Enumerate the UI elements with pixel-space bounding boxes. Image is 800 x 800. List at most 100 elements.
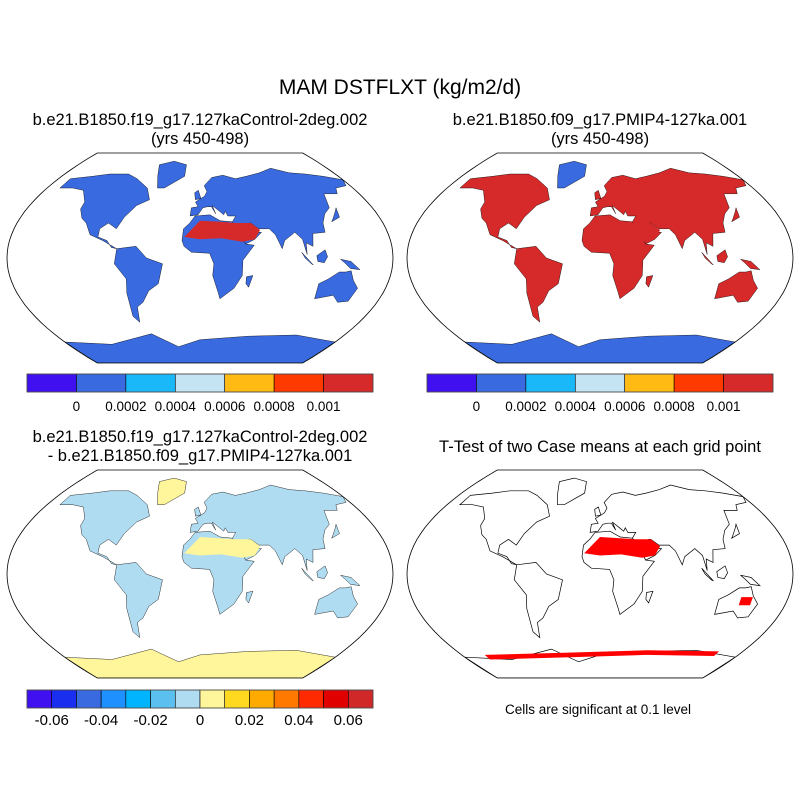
colorbar-tick-label: 0.001 bbox=[707, 399, 741, 414]
continent-antarctica bbox=[64, 648, 336, 678]
continent-north-america bbox=[59, 173, 150, 249]
colorbar-swatch bbox=[298, 689, 324, 709]
colorbar-swatch bbox=[224, 689, 250, 709]
title-line: b.e21.B1850.f09_g17.PMIP4-127ka.001 bbox=[452, 111, 748, 129]
colorbar-swatch bbox=[273, 373, 324, 393]
colorbar-swatch bbox=[347, 689, 374, 709]
continent-sumatra bbox=[701, 567, 714, 582]
dust-hotspot-region bbox=[184, 220, 261, 242]
continent-greenland bbox=[557, 160, 587, 189]
colorbar-swatch bbox=[125, 689, 151, 709]
colorbar-swatch bbox=[273, 689, 300, 709]
continent-north-america bbox=[458, 490, 550, 566]
colorbar-swatch bbox=[26, 689, 53, 709]
map-diff bbox=[6, 469, 394, 679]
colorbar-swatch bbox=[525, 373, 576, 393]
colorbar-tick-label: 0.02 bbox=[235, 712, 264, 729]
colorbar-tick-label: 0.0002 bbox=[505, 399, 546, 414]
title-line: (yrs 450-498) bbox=[550, 130, 650, 148]
panel-title-ttest: T-Test of two Case means at each grid po… bbox=[400, 438, 800, 457]
continent-new-guinea bbox=[340, 575, 361, 586]
continent-borneo bbox=[716, 565, 728, 579]
continent-antarctica bbox=[464, 333, 736, 363]
title-line: b.e21.B1850.f19_g17.127kaControl-2deg.00… bbox=[32, 428, 368, 446]
continent-south-america bbox=[514, 246, 563, 323]
title-line: (yrs 450-498) bbox=[150, 130, 250, 148]
dust-hotspot-region bbox=[184, 537, 261, 558]
case1-colorbar: 0 0.0002 0.0004 0.0006 0.0008 0.001 bbox=[26, 373, 374, 414]
colorbar-tick-label: 0.0008 bbox=[253, 399, 294, 414]
title-line: - b.e21.B1850.f09_g17.PMIP4-127ka.001 bbox=[47, 447, 353, 465]
continent-australia bbox=[714, 586, 759, 619]
continent-britain bbox=[594, 189, 602, 200]
continent-borneo bbox=[316, 249, 328, 263]
continent-new-guinea bbox=[340, 259, 361, 270]
colorbar-frame bbox=[26, 373, 374, 393]
continent-north-america bbox=[459, 173, 550, 249]
colorbar-tick-label: 0.0006 bbox=[204, 399, 245, 414]
continent-north-america bbox=[59, 490, 150, 565]
map-ttest bbox=[406, 469, 794, 679]
colorbar-swatch bbox=[150, 689, 176, 709]
map-border bbox=[6, 152, 394, 364]
colorbar-tick-label: 0 bbox=[473, 399, 481, 414]
colorbar-swatch bbox=[224, 373, 275, 393]
colorbar-swatch bbox=[323, 689, 349, 709]
colorbar-tick-label: 0.0006 bbox=[604, 399, 645, 414]
continent-new-guinea bbox=[740, 574, 761, 587]
case2-colorbar: 0 0.0002 0.0004 0.0006 0.0008 0.001 bbox=[426, 373, 774, 414]
continent-japan bbox=[331, 523, 340, 539]
continent-sumatra bbox=[701, 252, 714, 266]
continent-madagascar bbox=[645, 590, 654, 604]
figure-title: MAM DSTFLXT (kg/m2/d) bbox=[278, 76, 522, 99]
title-line: T-Test of two Case means at each grid po… bbox=[439, 438, 761, 456]
colorbar-swatch bbox=[100, 689, 127, 709]
map-border bbox=[406, 152, 794, 364]
dust-hotspot-region bbox=[584, 220, 661, 242]
continent-japan bbox=[730, 523, 740, 540]
continent-borneo bbox=[316, 565, 328, 579]
continent-madagascar bbox=[245, 591, 254, 604]
continent-sumatra bbox=[301, 252, 314, 266]
colorbar-swatch bbox=[174, 373, 226, 393]
colorbar-tick-label: 0 bbox=[196, 712, 204, 729]
colorbar-swatch bbox=[125, 373, 176, 393]
colorbar-swatch bbox=[26, 373, 77, 393]
significance-note: Cells are significant at 0.1 level bbox=[504, 702, 692, 717]
panel-title-case1: b.e21.B1850.f19_g17.127kaControl-2deg.00… bbox=[0, 111, 400, 149]
continent-britain bbox=[594, 506, 602, 517]
continent-japan bbox=[331, 207, 340, 223]
continent-greenland bbox=[157, 160, 187, 189]
continent-borneo bbox=[716, 249, 728, 263]
colorbar-tick-label: 0 bbox=[73, 399, 81, 414]
continent-britain bbox=[194, 189, 202, 200]
colorbar-swatch bbox=[476, 373, 527, 393]
colorbar-swatch bbox=[723, 373, 774, 393]
continent-eurasia bbox=[189, 167, 347, 255]
continent-australia bbox=[714, 270, 758, 303]
colorbar-frame bbox=[426, 373, 774, 393]
continent-australia bbox=[314, 270, 358, 303]
continent-eurasia bbox=[189, 484, 347, 571]
continent-greenland bbox=[557, 477, 587, 506]
continent-eurasia bbox=[589, 167, 747, 255]
significant-cells-australia bbox=[738, 597, 753, 606]
colorbar-tick-label: 0.0004 bbox=[555, 399, 597, 414]
significant-cells-antarctic bbox=[484, 650, 720, 660]
colorbar-frame bbox=[26, 689, 374, 709]
colorbar-swatch bbox=[174, 689, 201, 709]
diff-colorbar: -0.06 -0.04 -0.02 0 0.02 0.04 0.06 bbox=[26, 689, 374, 729]
continent-antarctica bbox=[64, 333, 336, 363]
title-line: b.e21.B1850.f19_g17.127kaControl-2deg.00… bbox=[32, 111, 368, 129]
continent-australia bbox=[314, 586, 358, 619]
colorbar-tick-label: -0.04 bbox=[84, 712, 118, 729]
colorbar-tick-label: 0.0008 bbox=[653, 399, 694, 414]
continent-sumatra bbox=[301, 568, 314, 582]
panel-title-diff: b.e21.B1850.f19_g17.127kaControl-2deg.00… bbox=[0, 428, 400, 466]
colorbar-swatch bbox=[574, 373, 626, 393]
colorbar-tick-label: 0.06 bbox=[334, 712, 363, 729]
map-border bbox=[406, 469, 794, 679]
continent-japan bbox=[731, 207, 740, 223]
continent-south-america bbox=[114, 246, 163, 323]
